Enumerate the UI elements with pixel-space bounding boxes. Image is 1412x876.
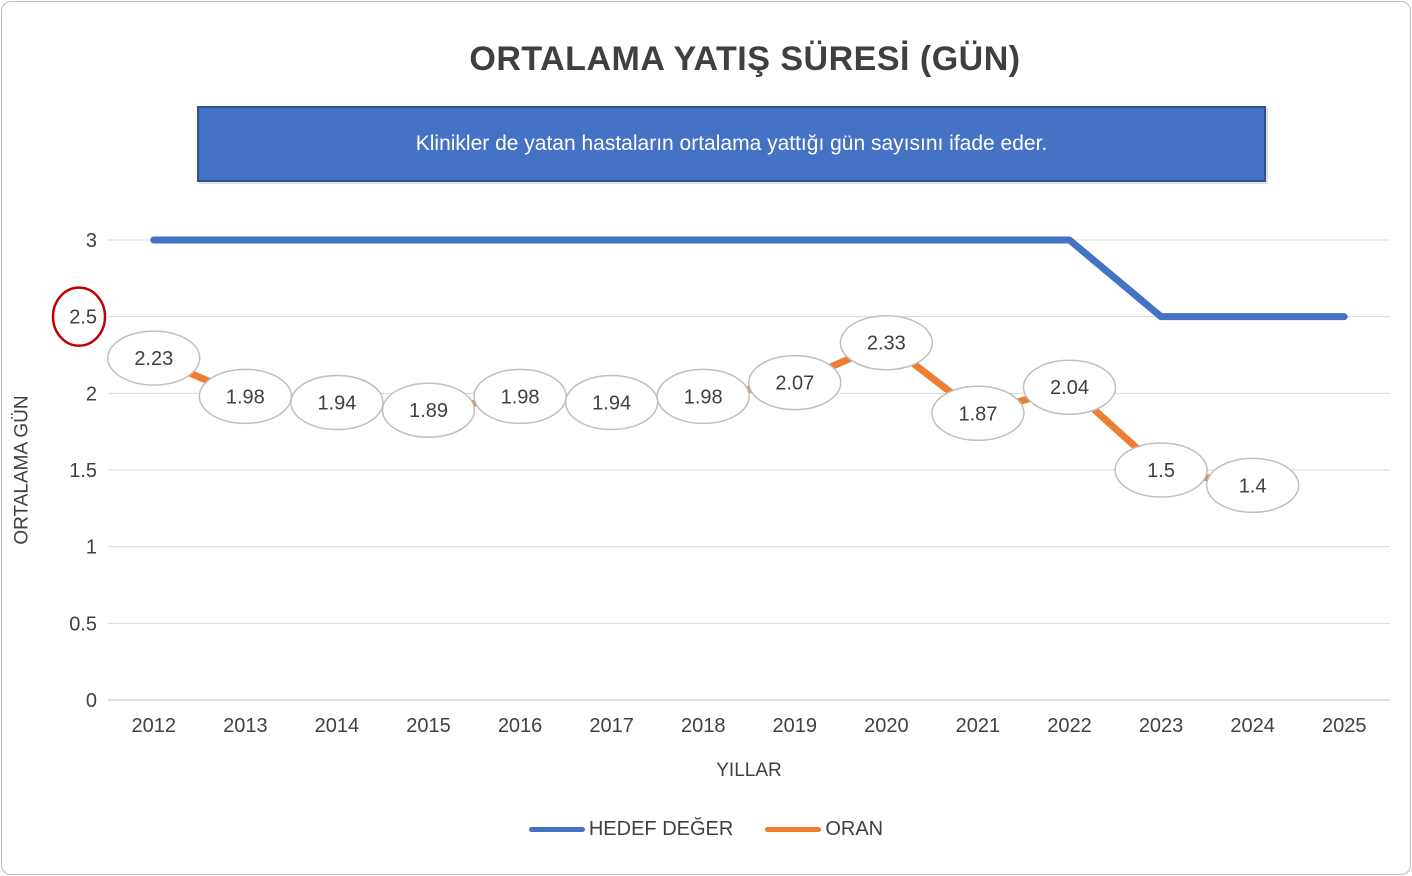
chart-title: ORTALAMA YATIŞ SÜRESİ (GÜN): [469, 40, 1021, 78]
data-label-text: 1.98: [684, 386, 723, 408]
x-axis-title: YILLAR: [716, 760, 782, 781]
legend-line-blue-icon: [528, 827, 585, 832]
x-tick-label: 2022: [1047, 715, 1092, 737]
x-tick-label: 2018: [681, 715, 726, 737]
data-label-ellipse: [1022, 359, 1117, 415]
legend-item-hedef-deger: HEDEF DEĞER: [528, 818, 734, 841]
data-label-text: 1.98: [501, 386, 540, 408]
x-tick-label: 2017: [589, 715, 634, 737]
data-label-text: 1.94: [592, 393, 631, 415]
data-label-text: 2.04: [1050, 377, 1089, 399]
y-tick-label: 1.5: [69, 460, 97, 482]
x-tick-label: 2015: [406, 715, 451, 737]
x-tick-label: 2013: [223, 715, 268, 737]
x-tick-label: 2016: [498, 715, 543, 737]
legend-line-orange-icon: [765, 827, 822, 832]
data-label-ellipse: [107, 330, 201, 386]
y-tick-label: 0.5: [69, 613, 97, 635]
data-label-text: 2.23: [134, 348, 173, 370]
data-label-ellipse: [931, 385, 1025, 442]
x-tick-label: 2020: [864, 715, 909, 737]
y-tick-label: 3: [86, 230, 97, 252]
x-tick-label: 2025: [1322, 715, 1367, 737]
legend: HEDEF DEĞER ORAN: [0, 818, 1412, 841]
data-label-ellipse: [1114, 442, 1208, 498]
data-label-text: 1.98: [226, 386, 265, 408]
data-label-text: 1.94: [317, 393, 356, 415]
x-tick-label: 2012: [132, 715, 177, 737]
data-label-text: 1.4: [1239, 475, 1267, 497]
red-annotation-circle-icon: [51, 286, 107, 347]
subtitle-box: Klinikler de yatan hastaların ortalama y…: [197, 106, 1266, 182]
x-tick-label: 2014: [315, 715, 360, 737]
data-label-text: 1.5: [1147, 460, 1175, 482]
data-label-ellipse: [839, 314, 934, 371]
series-line-hedef-de-er: [150, 236, 1348, 321]
plot-area: 0 0.5 1 1.5 2 2.5 3 2012 2013 2014 2015 2016 2017 201…: [51, 230, 1390, 737]
data-label-ellipse: [656, 368, 750, 425]
y-tick-label: 0: [86, 690, 97, 712]
data-label-text: 1.89: [409, 400, 448, 422]
legend-item-oran: ORAN: [765, 818, 883, 841]
y-tick-label: 2: [86, 383, 97, 405]
data-label-ellipse: [748, 354, 842, 411]
y-tick-label: 1: [86, 537, 97, 559]
data-label-text: 1.87: [958, 403, 997, 425]
data-label-ellipse: [1205, 457, 1300, 514]
x-tick-label: 2024: [1230, 715, 1275, 737]
legend-label-oran: ORAN: [825, 818, 884, 840]
x-tick-label: 2023: [1139, 715, 1184, 737]
legend-label-hedef-deger: HEDEF DEĞER: [588, 818, 734, 840]
data-label-ellipse: [290, 374, 384, 431]
data-label-text: 2.33: [867, 333, 906, 355]
x-tick-label: 2021: [956, 715, 1001, 737]
data-label-ellipse: [381, 382, 476, 438]
x-tick-label: 2019: [773, 715, 818, 737]
subtitle-text: Klinikler de yatan hastaların ortalama y…: [415, 132, 1048, 155]
data-label-text: 2.07: [775, 373, 814, 395]
y-tick-label: 2.5: [69, 307, 97, 329]
